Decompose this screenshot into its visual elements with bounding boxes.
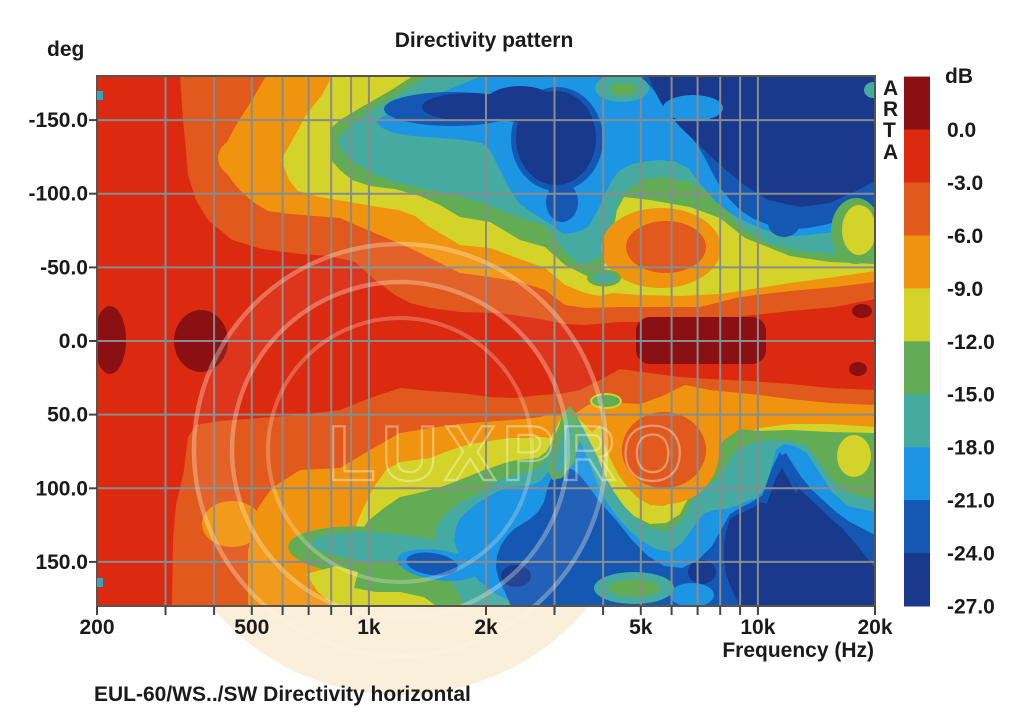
svg-text:0.0: 0.0 [59, 330, 88, 353]
svg-text:150.0: 150.0 [35, 551, 88, 574]
svg-text:deg: deg [47, 38, 84, 61]
svg-text:10k: 10k [740, 616, 775, 639]
svg-text:-24.0: -24.0 [947, 543, 995, 566]
svg-text:2k: 2k [474, 616, 498, 639]
svg-text:500: 500 [234, 616, 269, 639]
svg-text:T: T [883, 119, 896, 142]
svg-text:100.0: 100.0 [35, 477, 88, 500]
svg-text:0.0: 0.0 [947, 119, 976, 142]
svg-text:LUXPRO: LUXPRO [328, 409, 689, 497]
svg-text:-27.0: -27.0 [947, 596, 995, 619]
svg-text:-3.0: -3.0 [947, 172, 983, 195]
svg-text:Frequency (Hz): Frequency (Hz) [722, 639, 874, 662]
svg-text:-6.0: -6.0 [947, 225, 983, 248]
svg-text:-12.0: -12.0 [947, 331, 995, 354]
svg-text:50.0: 50.0 [47, 404, 88, 427]
svg-text:EUL-60/WS../SW Directivity hor: EUL-60/WS../SW Directivity horizontal [94, 683, 471, 706]
svg-text:200: 200 [79, 616, 114, 639]
svg-text:R: R [883, 98, 898, 121]
svg-text:20k: 20k [857, 616, 892, 639]
svg-text:-50.0: -50.0 [40, 256, 88, 279]
svg-text:-15.0: -15.0 [947, 384, 995, 407]
svg-text:-21.0: -21.0 [947, 490, 995, 513]
svg-text:-150.0: -150.0 [28, 109, 88, 132]
svg-text:-9.0: -9.0 [947, 278, 983, 301]
svg-text:A: A [883, 141, 898, 164]
svg-text:Directivity pattern: Directivity pattern [395, 29, 574, 52]
svg-text:1k: 1k [357, 616, 381, 639]
svg-text:-18.0: -18.0 [947, 437, 995, 460]
svg-text:A: A [883, 77, 898, 100]
svg-text:5k: 5k [629, 616, 653, 639]
svg-text:-100.0: -100.0 [28, 183, 88, 206]
svg-text:dB: dB [945, 65, 973, 88]
